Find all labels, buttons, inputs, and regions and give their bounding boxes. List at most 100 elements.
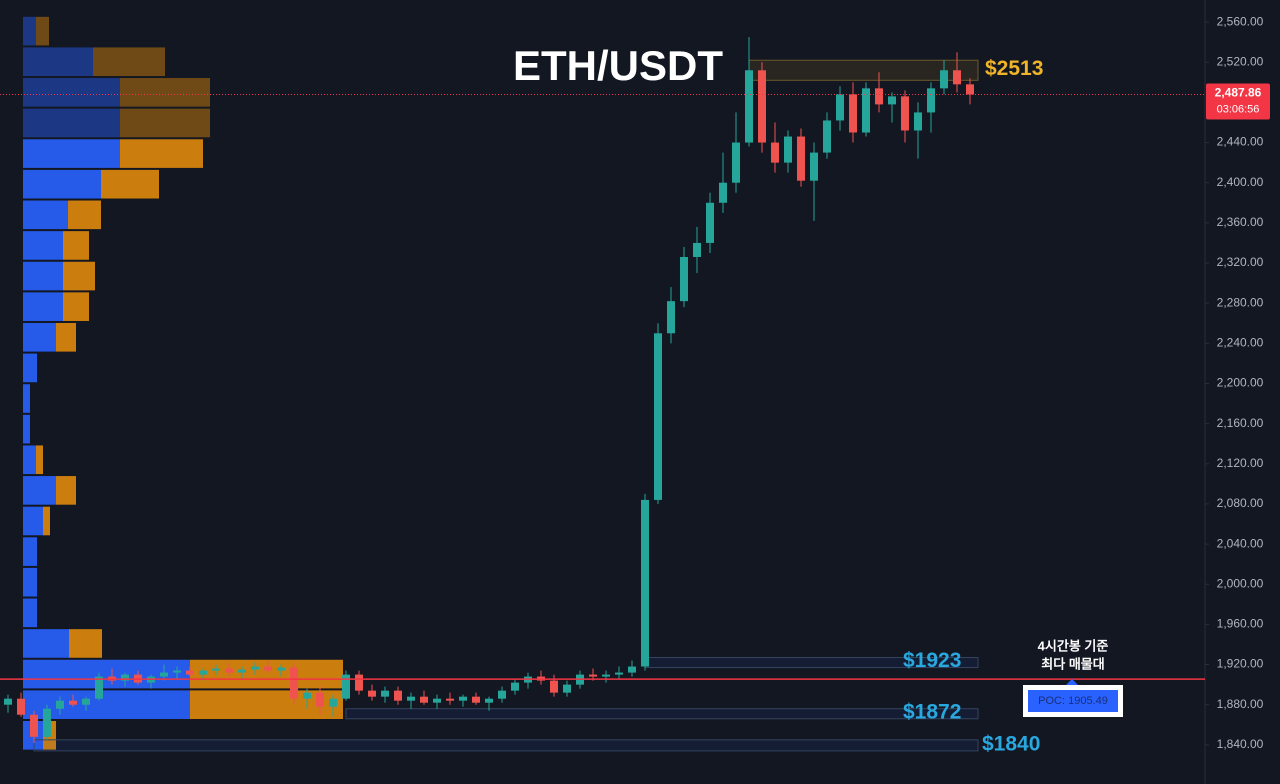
profile-bar xyxy=(68,200,101,230)
profile-bar xyxy=(120,108,210,138)
candle-body xyxy=(316,692,324,707)
candle-body xyxy=(290,667,298,699)
candle-body xyxy=(394,690,402,701)
y-tick-label: 2,080.00 xyxy=(1217,496,1264,510)
profile-bar xyxy=(23,78,120,107)
poc-box xyxy=(1028,690,1118,712)
profile-bar xyxy=(23,108,120,138)
y-tick-label: 2,040.00 xyxy=(1217,536,1264,550)
zone-label: $1923 xyxy=(903,649,961,672)
profile-bar xyxy=(56,322,76,352)
candle-body xyxy=(329,698,337,707)
candle-body xyxy=(667,301,675,334)
profile-bar xyxy=(63,292,89,321)
profile-bar xyxy=(23,506,43,536)
candle-body xyxy=(589,674,597,677)
candle-body xyxy=(82,698,90,705)
y-tick-label: 2,160.00 xyxy=(1217,416,1264,430)
poc-pointer xyxy=(1066,679,1078,685)
candle-body xyxy=(927,88,935,113)
zone-label: $2513 xyxy=(985,57,1043,80)
profile-bar xyxy=(101,169,159,199)
annotation: 4시간봉 기준 xyxy=(1038,638,1109,653)
profile-bar xyxy=(23,261,63,291)
zone-box xyxy=(33,739,979,752)
y-tick-label: 1,840.00 xyxy=(1217,737,1264,751)
candle-body xyxy=(186,670,194,675)
candle-body xyxy=(810,152,818,181)
candle-body xyxy=(862,88,870,133)
candle-body xyxy=(797,136,805,181)
candle-body xyxy=(875,88,883,105)
y-tick-label: 1,960.00 xyxy=(1217,617,1264,631)
candle-body xyxy=(355,674,363,691)
profile-bar xyxy=(36,445,43,475)
last-price-tag xyxy=(1206,83,1270,120)
candle-body xyxy=(771,142,779,163)
candle-body xyxy=(381,690,389,697)
profile-bar xyxy=(23,16,36,46)
profile-bar xyxy=(69,629,102,658)
profile-bar xyxy=(63,261,95,291)
countdown: 03:06:56 xyxy=(1217,103,1260,115)
candle-body xyxy=(654,333,662,500)
chart-title: ETH/USDT xyxy=(513,42,723,89)
candle-body xyxy=(420,696,428,703)
profile-bar xyxy=(23,139,120,168)
profile-bar xyxy=(23,567,37,597)
candle-body xyxy=(849,94,857,133)
y-tick-label: 1,880.00 xyxy=(1217,697,1264,711)
candle-body xyxy=(225,668,233,673)
candle-body xyxy=(56,700,64,709)
candle-body xyxy=(238,669,246,673)
profile-bar xyxy=(23,537,37,566)
profile-bar xyxy=(23,445,36,475)
y-tick-label: 2,320.00 xyxy=(1217,255,1264,269)
profile-bar xyxy=(120,139,203,168)
candle-body xyxy=(563,684,571,693)
profile-bar xyxy=(23,47,93,77)
profile-bar xyxy=(120,78,210,107)
profile-bar xyxy=(23,629,69,658)
profile-bar xyxy=(23,414,30,444)
candle-body xyxy=(615,672,623,675)
y-tick-label: 2,520.00 xyxy=(1217,54,1264,68)
zones: $2513 $1923 $1872 $1840 xyxy=(33,57,1043,755)
y-tick-label: 2,560.00 xyxy=(1217,14,1264,28)
profile-bar xyxy=(23,169,101,199)
y-tick-label: 2,240.00 xyxy=(1217,335,1264,349)
annotation: 최다 매물대 xyxy=(1041,656,1104,671)
candle-body xyxy=(446,698,454,701)
candle-body xyxy=(914,112,922,131)
candle-body xyxy=(251,666,259,670)
candle-body xyxy=(823,120,831,153)
candle-body xyxy=(459,696,467,701)
candle-body xyxy=(342,674,350,699)
candle-body xyxy=(511,682,519,691)
y-tick-label: 2,120.00 xyxy=(1217,456,1264,470)
zone-label: $1840 xyxy=(982,732,1040,755)
y-tick-label: 2,440.00 xyxy=(1217,135,1264,149)
candle-body xyxy=(758,70,766,143)
profile-bar xyxy=(23,476,56,505)
candle-body xyxy=(745,70,753,143)
candle-body xyxy=(498,690,506,699)
candle-body xyxy=(888,96,896,105)
profile-bar xyxy=(93,47,165,77)
candle-body xyxy=(680,256,688,302)
candle-body xyxy=(368,690,376,697)
profile-bar xyxy=(190,659,343,689)
profile-bar xyxy=(36,16,49,46)
profile-bar xyxy=(43,506,50,536)
y-tick-label: 2,280.00 xyxy=(1217,295,1264,309)
candle-body xyxy=(485,698,493,703)
poc-label: POC: 1905.49 xyxy=(1038,695,1108,707)
candle-body xyxy=(69,700,77,705)
candle-body xyxy=(277,667,285,671)
candle-body xyxy=(602,674,610,677)
profile-bar xyxy=(23,231,63,260)
